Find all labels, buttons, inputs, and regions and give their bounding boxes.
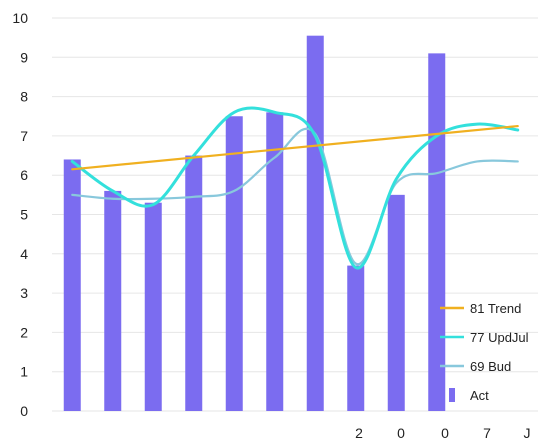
act-bar	[266, 112, 284, 411]
y-tick-label: 1	[20, 364, 28, 380]
series-line-69-bud	[71, 127, 519, 266]
y-tick-label: 0	[20, 403, 28, 419]
legend-label: 77 UpdJul	[470, 330, 529, 345]
x-axis: 2 0 0 7 J	[355, 425, 530, 441]
y-tick-label: 3	[20, 285, 28, 301]
legend-item: 77 UpdJul	[440, 330, 529, 345]
y-axis: 0 1 2 3 4 5 6 7 8 9 10	[12, 10, 28, 419]
y-tick-label: 10	[12, 10, 28, 26]
legend: 81 Trend 77 UpdJul 69 Bud Act	[440, 301, 529, 403]
x-tick-label: 7	[483, 425, 491, 441]
y-tick-label: 4	[20, 246, 28, 262]
legend-label: 81 Trend	[470, 301, 521, 316]
act-bar	[144, 202, 162, 411]
x-tick-label: 0	[397, 425, 405, 441]
series-lines	[70, 106, 520, 270]
act-bars	[63, 35, 446, 412]
legend-label: 69 Bud	[470, 359, 511, 374]
act-bar	[428, 53, 446, 412]
gridlines	[52, 17, 538, 412]
act-bar	[347, 265, 365, 411]
x-tick-label: 0	[441, 425, 449, 441]
y-tick-label: 2	[20, 324, 28, 340]
legend-swatch	[449, 388, 455, 402]
y-tick-label: 5	[20, 207, 28, 223]
x-tick-label: 2	[355, 425, 363, 441]
y-tick-label: 7	[20, 128, 28, 144]
legend-label: Act	[470, 388, 489, 403]
act-bar	[306, 35, 324, 412]
act-bar	[63, 159, 81, 411]
y-tick-label: 8	[20, 89, 28, 105]
y-tick-label: 6	[20, 167, 28, 183]
act-bar	[185, 155, 203, 411]
legend-item: 81 Trend	[440, 301, 521, 316]
act-bar	[104, 190, 122, 411]
y-tick-label: 9	[20, 49, 28, 65]
legend-item: Act	[449, 388, 489, 403]
act-bar	[387, 194, 405, 411]
series-line-77-updjul	[70, 106, 520, 270]
series-line-81-trend	[71, 124, 519, 171]
act-bar	[225, 116, 243, 411]
legend-item: 69 Bud	[440, 359, 511, 374]
x-tick-label: J	[524, 425, 531, 441]
